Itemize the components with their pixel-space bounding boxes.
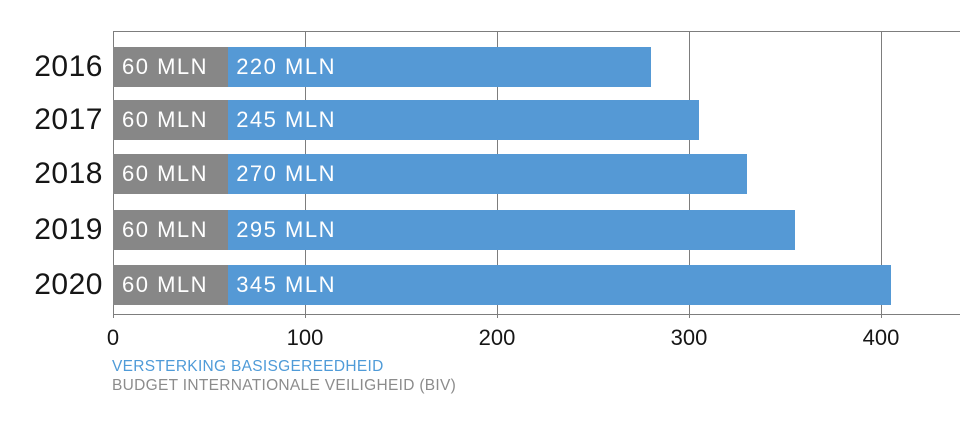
bar-segment-label: 270 MLN	[236, 161, 336, 186]
category-label-year: 2020	[34, 268, 103, 301]
x-axis-tick-label: 400	[862, 325, 900, 350]
bar-segment-versterking: 345 MLN	[228, 265, 891, 305]
bar-segment-biv: 60 MLN	[113, 100, 229, 140]
bar-segment-label: 60 MLN	[122, 217, 209, 242]
category-label-year: 2019	[34, 213, 103, 246]
x-axis-tick-label: 100	[286, 325, 324, 350]
legend-item-versterking-basisgereedheid: VERSTERKING BASISGEREEDHEID	[112, 358, 384, 375]
x-axis-line	[113, 314, 960, 315]
bar-segment-biv: 60 MLN	[113, 47, 229, 87]
bar-segment-biv: 60 MLN	[113, 154, 229, 194]
bar-segment-biv: 60 MLN	[113, 210, 229, 250]
x-axis-tick-label: 200	[478, 325, 516, 350]
bar-segment-label: 60 MLN	[122, 54, 209, 79]
bar-segment-biv: 60 MLN	[113, 265, 229, 305]
gridline-400	[881, 31, 882, 318]
bar-segment-label: 220 MLN	[236, 54, 336, 79]
bar-segment-label: 245 MLN	[236, 107, 336, 132]
category-label-year: 2017	[34, 103, 103, 136]
bar-row-2016: 60 MLN 220 MLN	[113, 47, 651, 87]
bar-segment-versterking: 270 MLN	[228, 154, 747, 194]
bar-segment-label: 345 MLN	[236, 272, 336, 297]
x-axis-tick-label: 0	[106, 325, 120, 350]
bar-segment-versterking: 245 MLN	[228, 100, 699, 140]
bar-segment-label: 60 MLN	[122, 272, 209, 297]
bar-segment-label: 295 MLN	[236, 217, 336, 242]
bar-segment-label: 60 MLN	[122, 107, 209, 132]
x-axis-tick-label: 300	[670, 325, 708, 350]
category-label-year: 2016	[34, 50, 103, 83]
legend-item-budget-internationale-veiligheid: BUDGET INTERNATIONALE VEILIGHEID (BIV)	[112, 377, 457, 394]
bar-row-2018: 60 MLN 270 MLN	[113, 154, 747, 194]
bar-segment-label: 60 MLN	[122, 161, 209, 186]
bar-segment-versterking: 295 MLN	[228, 210, 795, 250]
plot-top-border	[113, 31, 960, 32]
category-label-year: 2018	[34, 157, 103, 190]
chart-legend: VERSTERKING BASISGEREEDHEID BUDGET INTER…	[112, 357, 456, 395]
bar-row-2019: 60 MLN 295 MLN	[113, 210, 795, 250]
bar-row-2020: 60 MLN 345 MLN	[113, 265, 891, 305]
bar-row-2017: 60 MLN 245 MLN	[113, 100, 699, 140]
bar-segment-versterking: 220 MLN	[228, 47, 651, 87]
